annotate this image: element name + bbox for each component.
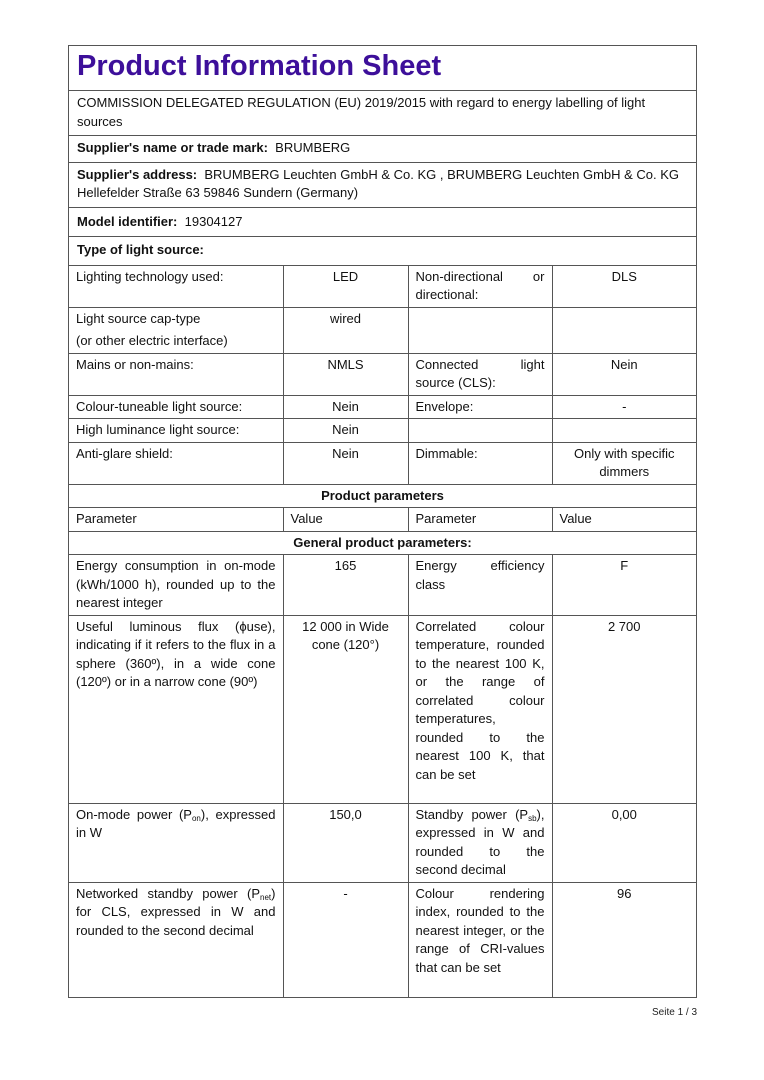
table-row: Light source cap-type (or other electric … xyxy=(69,306,696,354)
param-cell: Energy efficiency class xyxy=(407,554,553,616)
value-cell: F xyxy=(551,554,696,616)
value-cell: Nein xyxy=(282,441,409,485)
value-cell: 2 700 xyxy=(551,614,696,804)
table-header-row: Parameter Value Parameter Value xyxy=(69,507,696,532)
table-row: Energy consumption in on-mode (kWh/1000 … xyxy=(69,554,696,616)
param-cell xyxy=(407,418,553,443)
value-cell: - xyxy=(551,394,696,419)
page-number: Seite 1 / 3 xyxy=(652,1007,697,1018)
param-cell: Anti-glare shield: xyxy=(69,441,284,485)
supplier-name: Supplier's name or trade mark: BRUMBERG xyxy=(69,136,696,163)
table-row: Colour-tuneable light source: Nein Envel… xyxy=(69,394,696,419)
param-cell xyxy=(407,306,553,354)
param-cell: Light source cap-type (or other electric … xyxy=(69,306,284,354)
text: ) for CLS, expressed in W and rounded to… xyxy=(76,885,276,938)
column-header: Value xyxy=(282,507,409,532)
param-cell: Networked standby power (Pnet) for CLS, … xyxy=(69,881,284,997)
supplier-address: Supplier's address: BRUMBERG Leuchten Gm… xyxy=(69,163,696,208)
value-cell: 96 xyxy=(551,881,696,997)
value-cell: 150,0 xyxy=(282,802,409,883)
value-cell: 165 xyxy=(282,554,409,616)
type-heading: Type of light source: xyxy=(69,237,696,266)
param-cell: Useful luminous flux (ϕuse), indicating … xyxy=(69,614,284,804)
value-cell: LED xyxy=(282,264,409,308)
param-cell: Connected light source (CLS): xyxy=(407,352,553,396)
value-cell: Nein xyxy=(282,394,409,419)
table-row: Product parameters xyxy=(69,483,696,508)
value-cell: Nein xyxy=(551,352,696,396)
supplier-address-value: BRUMBERG Leuchten GmbH & Co. KG , BRUMBE… xyxy=(77,166,680,201)
cap-type-label: Light source cap-type xyxy=(76,310,201,326)
column-header: Value xyxy=(551,507,696,532)
subscript: net xyxy=(260,892,272,902)
product-parameters-heading: Product parameters xyxy=(69,483,696,508)
text: Standby power (P xyxy=(415,806,529,822)
value-cell: NMLS xyxy=(282,352,409,396)
model-identifier: Model identifier: 19304127 xyxy=(69,208,696,237)
param-cell: Mains or non-mains: xyxy=(69,352,284,396)
page-value: 1 / 3 xyxy=(677,1007,698,1018)
text: Networked standby power (P xyxy=(76,885,261,901)
value-cell: 12 000 in Wide cone (120°) xyxy=(282,614,409,804)
table-row: General product parameters: xyxy=(69,530,696,555)
value-cell: wired xyxy=(282,306,409,354)
supplier-address-label: Supplier's address: xyxy=(77,166,198,182)
table-row: Lighting technology used: LED Non-direct… xyxy=(69,264,696,308)
model-identifier-value: 19304127 xyxy=(184,213,243,229)
table-row: Mains or non-mains: NMLS Connected light… xyxy=(69,352,696,396)
value-cell: Only with specific dimmers xyxy=(551,441,696,485)
page-label: Seite xyxy=(652,1007,675,1018)
subscript: sb xyxy=(528,813,537,823)
param-cell: Non-directional or directional: xyxy=(407,264,553,308)
param-cell: Energy consumption in on-mode (kWh/1000 … xyxy=(69,554,284,616)
regulation-text: COMMISSION DELEGATED REGULATION (EU) 201… xyxy=(69,91,696,136)
param-cell: Colour-tuneable light source: xyxy=(69,394,284,419)
column-header: Parameter xyxy=(69,507,284,532)
text: On-mode power (P xyxy=(76,806,192,822)
param-cell: Colour rendering index, rounded to the n… xyxy=(407,881,553,997)
supplier-name-label: Supplier's name or trade mark: xyxy=(77,140,268,155)
text: ), expressed in W xyxy=(76,806,276,841)
table-row: Useful luminous flux (ϕuse), indicating … xyxy=(69,614,696,804)
param-cell: Dimmable: xyxy=(407,441,553,485)
value-cell xyxy=(551,306,696,354)
supplier-name-value: BRUMBERG xyxy=(275,140,351,155)
general-parameters-heading: General product parameters: xyxy=(69,530,696,555)
subscript: on xyxy=(191,813,201,823)
value-cell: - xyxy=(282,881,409,997)
param-cell: Envelope: xyxy=(407,394,553,419)
param-cell: High luminance light source: xyxy=(69,418,284,443)
text: ), expressed in W and rounded to the sec… xyxy=(415,806,545,878)
page-title: Product Information Sheet xyxy=(69,46,696,91)
table-row: Anti-glare shield: Nein Dimmable: Only w… xyxy=(69,441,696,485)
param-cell: Lighting technology used: xyxy=(69,264,284,308)
product-information-sheet: Product Information Sheet COMMISSION DEL… xyxy=(68,45,697,998)
param-cell: Correlated colour temperature, rounded t… xyxy=(407,614,553,804)
table-row: High luminance light source: Nein xyxy=(69,418,696,443)
value-cell: DLS xyxy=(551,264,696,308)
cap-type-note: (or other electric interface) xyxy=(76,333,228,348)
table-row: On-mode power (Pon), expressed in W 150,… xyxy=(69,802,696,883)
value-cell: 0,00 xyxy=(551,802,696,883)
column-header: Parameter xyxy=(407,507,553,532)
param-cell: Standby power (Psb), expressed in W and … xyxy=(407,802,553,883)
value-cell xyxy=(551,418,696,443)
param-cell: On-mode power (Pon), expressed in W xyxy=(69,802,284,883)
parameters-table: Lighting technology used: LED Non-direct… xyxy=(69,264,696,997)
value-cell: Nein xyxy=(282,418,409,443)
table-row: Networked standby power (Pnet) for CLS, … xyxy=(69,881,696,997)
model-identifier-label: Model identifier: xyxy=(77,213,178,229)
